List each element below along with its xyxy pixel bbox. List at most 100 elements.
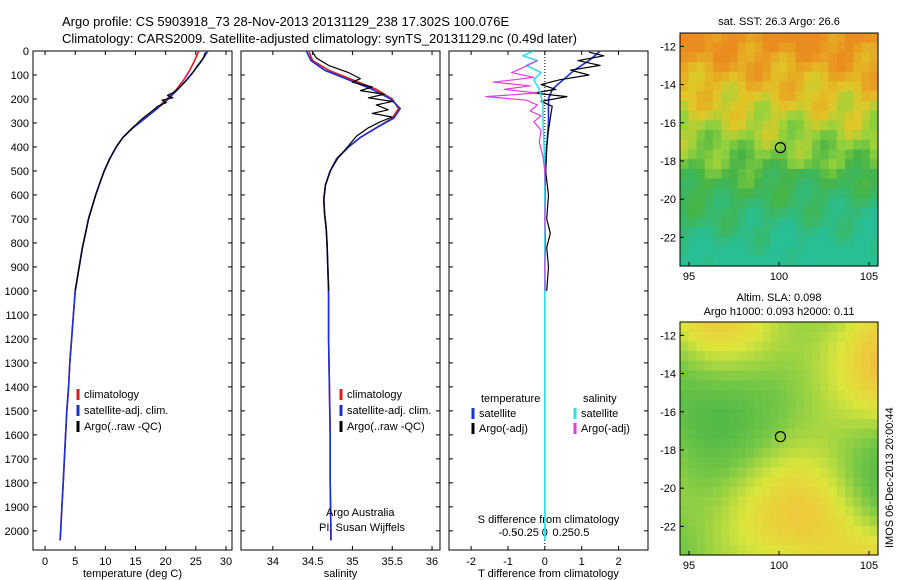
map-cell: [704, 428, 714, 440]
map-cell: [803, 409, 813, 420]
map-cell: [828, 331, 838, 342]
legend-label: satellite: [581, 408, 618, 420]
map-cell: [696, 71, 706, 83]
map-cell: [688, 341, 698, 352]
map-cell: [803, 168, 813, 180]
map-cell: [704, 331, 714, 342]
x-tick-label: 95: [683, 271, 695, 283]
map-cell: [704, 227, 714, 238]
map-cell: [820, 217, 830, 228]
map-cell: [713, 110, 722, 121]
map-cell: [688, 207, 698, 219]
map-cell: [820, 188, 830, 199]
map-cell: [820, 227, 830, 238]
map-cell: [779, 217, 788, 228]
map-cell: [828, 101, 838, 112]
series-line: [59, 51, 200, 541]
map-cell: [721, 91, 731, 102]
map-cell: [754, 341, 764, 352]
map-cell: [779, 390, 788, 401]
map-cell: [721, 409, 731, 420]
map-cell: [869, 168, 879, 180]
map-cell: [853, 487, 863, 498]
y-tick-label: -16: [660, 407, 676, 419]
map-cell: [737, 331, 747, 342]
map-cell: [680, 351, 689, 362]
map-cell: [779, 246, 788, 257]
map-cell: [869, 438, 879, 449]
legend-label: climatology: [84, 389, 140, 401]
map-cell: [803, 110, 813, 121]
map-cell: [713, 120, 722, 131]
map-cell: [795, 120, 805, 131]
map-cell: [861, 33, 871, 44]
y-tick-label: -12: [660, 41, 676, 53]
map-cell: [704, 370, 714, 381]
map-cell: [737, 207, 747, 219]
map-cell: [869, 236, 879, 248]
y-tick-label: 1800: [5, 478, 29, 490]
map-cell: [803, 428, 813, 440]
map-cell: [861, 168, 871, 180]
map-cell: [754, 331, 764, 342]
map-cell: [869, 256, 879, 267]
map-cell: [795, 516, 805, 527]
map-cell: [820, 496, 830, 508]
map-cell: [803, 188, 813, 199]
map-cell: [721, 360, 731, 372]
map-cell: [688, 246, 698, 257]
map-cell: [746, 390, 755, 401]
map-cell: [688, 457, 698, 469]
map-cell: [861, 139, 871, 151]
map-cell: [688, 52, 698, 63]
map-cell: [688, 516, 698, 527]
map-cell: [746, 101, 755, 112]
y-tick-label: 200: [11, 94, 29, 106]
map-cell: [836, 81, 846, 92]
map-cell: [845, 168, 854, 180]
map-cell: [737, 159, 747, 170]
difference-panel: -2 -1 0 1 2T difference from climatology -0.5…: [448, 50, 649, 580]
map-cell: [680, 438, 689, 449]
map-cell: [704, 390, 714, 401]
map-cell: [762, 256, 772, 267]
y-tick-label: -20: [660, 483, 676, 495]
map-cell: [869, 535, 879, 546]
map-cell: [836, 130, 846, 141]
map-cell: [812, 62, 821, 73]
map-cell: [770, 139, 780, 151]
map-cell: [688, 110, 698, 121]
map-cell: [680, 256, 689, 267]
map-cell: [787, 419, 797, 430]
map-cell: [787, 516, 797, 527]
map-cell: [680, 457, 689, 469]
map-cell: [762, 52, 772, 63]
map-cell: [680, 506, 689, 517]
map-cell: [721, 71, 731, 83]
map-cell: [779, 341, 788, 352]
map-cell: [762, 120, 772, 131]
map-cell: [795, 487, 805, 498]
map-cell: [787, 448, 797, 459]
map-cell: [721, 168, 731, 180]
map-cell: [820, 256, 830, 267]
map-cell: [820, 168, 830, 180]
map-cell: [696, 322, 706, 333]
x-tick-label: 30: [220, 556, 232, 568]
map-cell: [795, 390, 805, 401]
top-tick-label: 0.25: [553, 527, 574, 539]
map-cell: [770, 496, 780, 508]
map-cell: [820, 81, 830, 92]
map-cell: [737, 448, 747, 459]
map-cell: [762, 62, 772, 73]
map-cell: [704, 159, 714, 170]
map-cell: [795, 256, 805, 267]
map-cell: [680, 62, 689, 73]
x-tick-label: 105: [860, 271, 878, 283]
map-cell: [746, 120, 755, 131]
map-cell: [770, 120, 780, 131]
map-cell: [754, 71, 764, 83]
map-cell: [779, 360, 788, 372]
map-cell: [754, 227, 764, 238]
legend-label: climatology: [347, 389, 403, 401]
